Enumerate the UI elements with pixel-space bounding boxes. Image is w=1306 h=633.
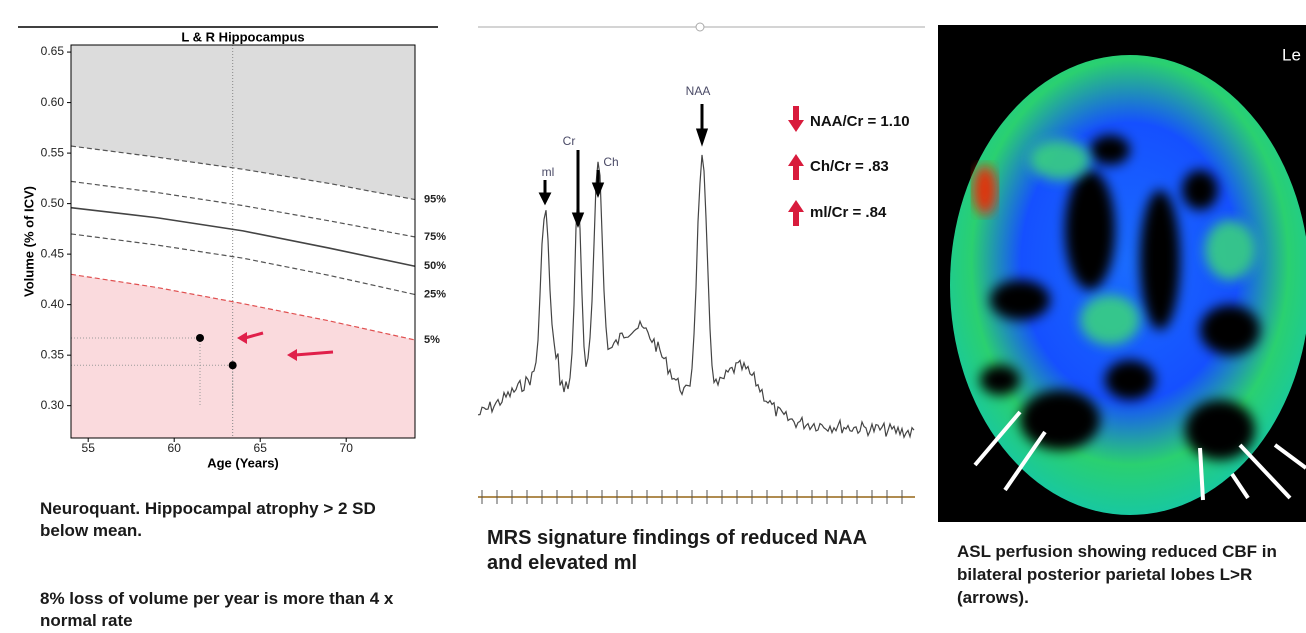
peak-label: Cr bbox=[563, 134, 576, 148]
up-arrow bbox=[788, 154, 804, 180]
chart-title: L & R Hippocampus bbox=[181, 29, 304, 44]
ratio-label: ml/Cr = .84 bbox=[810, 204, 887, 221]
peak-label: Ch bbox=[603, 155, 618, 169]
image-label: Le bbox=[1282, 45, 1301, 64]
asl-image: Le bbox=[938, 25, 1306, 522]
y-tick-label: 0.30 bbox=[41, 398, 65, 412]
x-tick-label: 60 bbox=[168, 441, 182, 455]
legend-label: 95% bbox=[424, 193, 446, 205]
caption: Neuroquant. Hippocampal atrophy > 2 SD b… bbox=[40, 498, 420, 542]
data-point bbox=[229, 361, 237, 369]
legend-label: 75% bbox=[424, 231, 446, 243]
peak-arrow bbox=[698, 130, 706, 142]
data-point bbox=[196, 334, 204, 342]
peak-label: ml bbox=[542, 165, 555, 179]
panel-handle bbox=[696, 23, 704, 31]
y-tick-label: 0.60 bbox=[41, 95, 65, 109]
hippocampus-chart: 95% 75% 50% 25% 5% 0.30 0.35 0.40 0.45 0.50 0.55 0.… bbox=[21, 29, 446, 470]
y-tick-label: 0.55 bbox=[41, 145, 65, 159]
ratio-label: Ch/Cr = .83 bbox=[810, 158, 889, 175]
y-tick-label: 0.40 bbox=[41, 297, 65, 311]
x-tick-label: 55 bbox=[82, 441, 96, 455]
high-perfusion bbox=[973, 165, 997, 215]
y-tick-label: 0.45 bbox=[41, 246, 65, 260]
x-axis-label: Age (Years) bbox=[207, 455, 279, 470]
ratio-label: NAA/Cr = 1.10 bbox=[810, 113, 910, 130]
mrs-spectrum: ml Cr Ch NAA NAA/Cr = 1.10 Ch/Cr = .83 m… bbox=[478, 84, 915, 504]
legend-label: 25% bbox=[424, 288, 446, 300]
legend-label: 5% bbox=[424, 334, 440, 346]
caption: ASL perfusion showing reduced CBF in bil… bbox=[957, 540, 1277, 609]
x-tick-label: 65 bbox=[254, 441, 268, 455]
up-arrow bbox=[788, 200, 804, 226]
caption: 8% loss of volume per year is more than … bbox=[40, 588, 420, 632]
page: 95% 75% 50% 25% 5% 0.30 0.35 0.40 0.45 0.50 0.55 0.… bbox=[0, 0, 1306, 633]
down-arrow bbox=[788, 106, 804, 132]
peak-label: NAA bbox=[686, 84, 711, 98]
x-tick-label: 70 bbox=[340, 441, 354, 455]
y-tick-label: 0.50 bbox=[41, 196, 65, 210]
y-axis-label: Volume (% of ICV) bbox=[21, 186, 36, 297]
y-tick-label: 0.65 bbox=[41, 44, 65, 58]
caption: MRS signature findings of reduced NAA an… bbox=[487, 526, 887, 576]
peak-arrow bbox=[574, 214, 582, 224]
peak-arrow bbox=[541, 194, 549, 202]
legend-label: 50% bbox=[424, 260, 446, 272]
y-tick-label: 0.35 bbox=[41, 347, 65, 361]
